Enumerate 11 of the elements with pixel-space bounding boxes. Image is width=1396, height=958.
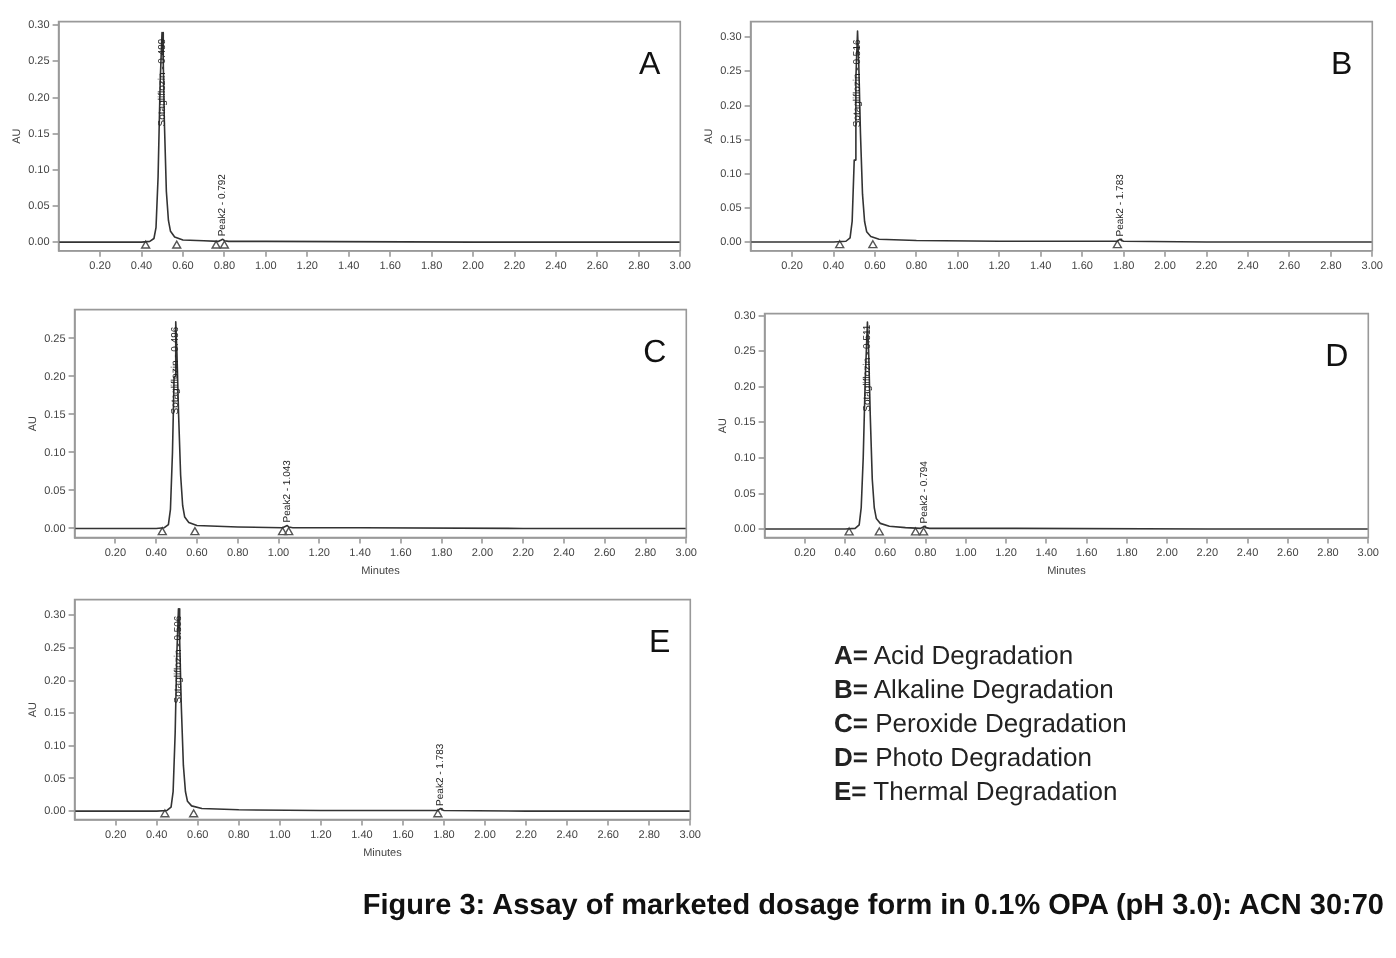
text: E — [648, 625, 671, 660]
text: D= Photo Degradation — [834, 742, 1093, 772]
text: A= Acid Degradation — [834, 640, 1074, 670]
text: B — [1330, 47, 1353, 82]
text: B= Alkaline Degradation — [834, 674, 1114, 704]
text: C — [643, 335, 667, 370]
text: A — [638, 47, 661, 82]
text: E= Thermal Degradation — [834, 776, 1118, 806]
text: Figure 3: Assay of marketed dosage form in 0.1% OPA (pH 3.0): ACN 30:70 — [362, 890, 1384, 922]
text: C= Peroxide Degradation — [834, 708, 1127, 738]
text: D — [1325, 339, 1349, 374]
